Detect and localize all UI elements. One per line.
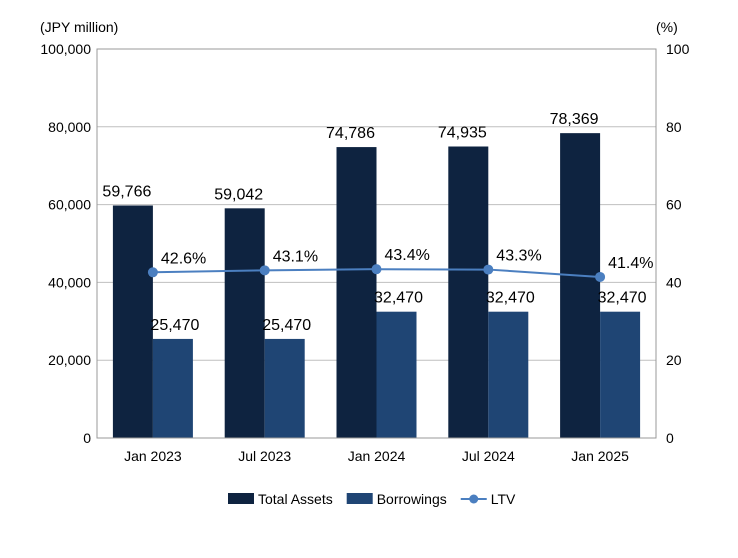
ltv-point (483, 264, 494, 275)
right-tick-label: 60 (666, 197, 682, 213)
ltv-data-label: 43.3% (496, 248, 541, 265)
total-assets-bar (112, 205, 153, 438)
total-assets-data-label: 59,042 (214, 186, 263, 203)
ltv-point (595, 271, 606, 282)
borrowings-bar (488, 311, 529, 438)
ltv-data-label: 42.6% (161, 250, 206, 267)
data-labels: 59,766 25,470 59,042 25,470 74,786 32,470 74,9… (102, 111, 653, 334)
total-assets-data-label: 74,935 (438, 125, 487, 142)
left-tick-label: 0 (83, 430, 91, 446)
legend-label-total-assets: Total Assets (258, 491, 333, 507)
right-tick-label: 40 (666, 274, 682, 290)
borrowings-bar (600, 311, 641, 438)
x-tick-label: Jul 2023 (238, 448, 291, 464)
legend: Total Assets Borrowings LTV (228, 491, 516, 507)
x-tick-label: Jan 2025 (571, 448, 629, 464)
total-assets-bar (224, 208, 265, 438)
x-tick-label: Jan 2023 (124, 448, 182, 464)
x-axis: Jan 2023 Jul 2023 Jan 2024 Jul 2024 Jan 2025 (124, 448, 629, 464)
left-tick-label: 100,000 (40, 41, 91, 57)
legend-label-borrowings: Borrowings (377, 491, 447, 507)
right-tick-label: 100 (666, 41, 690, 57)
right-tick-label: 20 (666, 352, 682, 368)
borrowings-bar (376, 311, 417, 438)
left-tick-label: 60,000 (48, 197, 91, 213)
total-assets-data-label: 59,766 (102, 184, 151, 201)
x-tick-label: Jan 2024 (348, 448, 406, 464)
left-tick-label: 80,000 (48, 119, 91, 135)
borrowings-bar (152, 338, 193, 438)
ltv-point (371, 264, 382, 275)
total-assets-bar (560, 133, 601, 438)
total-assets-bar (448, 146, 489, 438)
borrowings-data-label: 32,470 (374, 290, 423, 307)
right-axis-unit-label: (%) (656, 19, 678, 35)
total-assets-bar (336, 147, 377, 438)
right-tick-label: 80 (666, 119, 682, 135)
plot-area-frame (96, 48, 657, 439)
borrowings-data-label: 25,470 (262, 317, 311, 334)
right-tick-label: 0 (666, 430, 674, 446)
legend-swatch-total-assets (228, 493, 254, 504)
left-axis: 0 20,000 40,000 60,000 80,000 100,000 (40, 41, 91, 446)
legend-label-ltv: LTV (491, 491, 516, 507)
ltv-data-label: 43.1% (273, 248, 318, 265)
legend-marker-ltv (469, 494, 479, 504)
ltv-data-label: 41.4% (608, 255, 653, 272)
ltv-point (147, 267, 158, 278)
right-axis: 0 20 40 60 80 100 (666, 41, 690, 446)
left-tick-label: 40,000 (48, 274, 91, 290)
legend-swatch-borrowings (346, 493, 373, 504)
borrowings-data-label: 32,470 (486, 290, 535, 307)
total-assets-data-label: 74,786 (326, 125, 375, 142)
total-assets-data-label: 78,369 (550, 111, 599, 128)
borrowings-data-label: 25,470 (150, 317, 199, 334)
ltv-point (259, 265, 270, 276)
left-axis-unit-label: (JPY million) (40, 19, 118, 35)
borrowings-bar (264, 338, 305, 438)
x-tick-label: Jul 2024 (462, 448, 515, 464)
ltv-data-label: 43.4% (385, 247, 430, 264)
ltv-line (147, 264, 606, 282)
left-tick-label: 20,000 (48, 352, 91, 368)
borrowings-data-label: 32,470 (598, 290, 647, 307)
bars (112, 133, 641, 438)
